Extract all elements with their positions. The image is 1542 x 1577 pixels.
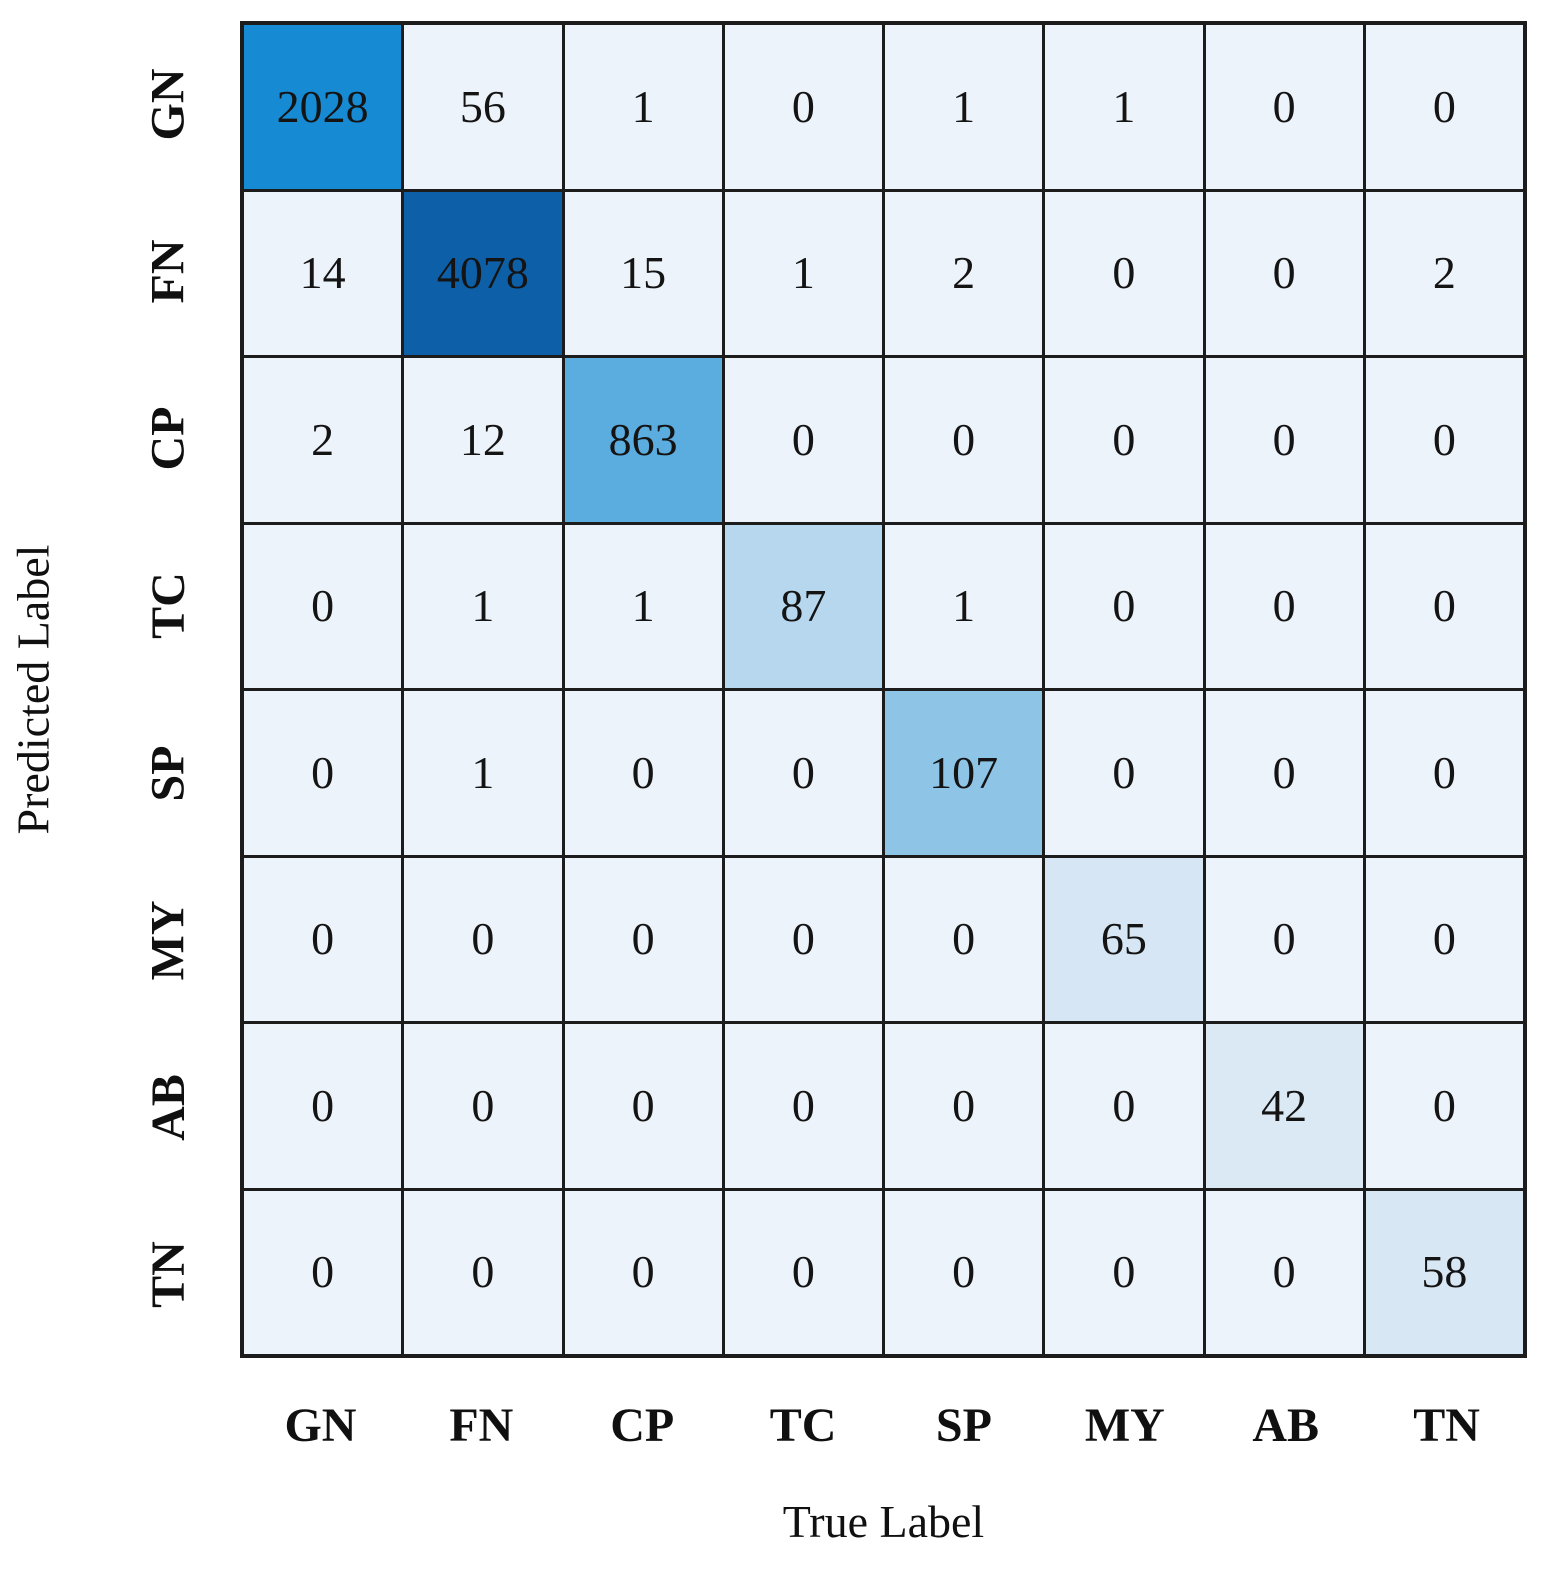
matrix-cell: 0 (1045, 524, 1203, 688)
matrix-cell: 0 (1365, 25, 1523, 189)
matrix-cell: 1 (404, 524, 562, 688)
matrix-cell: 2 (1365, 191, 1523, 355)
matrix-cell: 2028 (244, 25, 402, 189)
matrix-cell: 0 (564, 857, 722, 1021)
y-tick-slot: CP (118, 355, 218, 522)
x-tick-label: SP (935, 1398, 992, 1452)
matrix-cell: 1 (724, 191, 882, 355)
matrix-cell: 0 (885, 1190, 1043, 1354)
y-tick-label: GN (141, 68, 195, 141)
matrix-cell: 0 (1365, 524, 1523, 688)
matrix-cell: 1 (564, 25, 722, 189)
y-tick-slot: TN (118, 1191, 218, 1358)
x-tick-label: CP (610, 1398, 675, 1452)
matrix-cell: 1 (885, 524, 1043, 688)
y-tick-label: CP (141, 406, 195, 471)
matrix-cell: 65 (1045, 857, 1203, 1021)
matrix-cell: 0 (564, 1024, 722, 1188)
matrix-cell: 0 (885, 857, 1043, 1021)
matrix-cell: 0 (244, 1190, 402, 1354)
matrix-cell: 0 (404, 1024, 562, 1188)
matrix-cell: 2 (244, 358, 402, 522)
matrix-cell: 0 (724, 25, 882, 189)
x-tick-label: GN (284, 1398, 357, 1452)
y-tick-slot: TC (118, 522, 218, 689)
matrix-cell: 0 (404, 857, 562, 1021)
matrix-cell: 0 (1205, 691, 1363, 855)
matrix-cell: 0 (724, 358, 882, 522)
matrix-cell: 87 (724, 524, 882, 688)
matrix-cell: 4078 (404, 191, 562, 355)
x-tick-label: FN (449, 1398, 514, 1452)
matrix-cell: 0 (1205, 1190, 1363, 1354)
matrix-cell: 12 (404, 358, 562, 522)
matrix-cell: 0 (404, 1190, 562, 1354)
matrix-cell: 0 (724, 691, 882, 855)
matrix-cell: 0 (724, 1024, 882, 1188)
y-tick-slot: FN (118, 188, 218, 355)
matrix-cell: 0 (564, 1190, 722, 1354)
y-axis-title: Predicted Label (7, 544, 59, 835)
x-tick-label: TC (769, 1398, 837, 1452)
y-axis-tick-labels: GN FN CP TC SP MY AB TN (118, 21, 218, 1358)
matrix-cell: 1 (1045, 25, 1203, 189)
x-axis-tick-labels: GN FN CP TC SP MY AB TN (240, 1392, 1527, 1458)
matrix-cell: 2 (885, 191, 1043, 355)
matrix-cell: 0 (724, 857, 882, 1021)
y-tick-slot: MY (118, 857, 218, 1024)
matrix-cell: 0 (244, 857, 402, 1021)
matrix-cell: 0 (244, 1024, 402, 1188)
y-tick-label: MY (141, 900, 195, 981)
matrix-cell: 1 (404, 691, 562, 855)
matrix-cell: 107 (885, 691, 1043, 855)
x-tick-label: MY (1084, 1398, 1165, 1452)
matrix-cell: 0 (244, 524, 402, 688)
x-axis-title: True Label (782, 1496, 985, 1547)
matrix-cell: 0 (564, 691, 722, 855)
y-axis-title-wrap: Predicted Label (0, 21, 66, 1358)
y-tick-label: TC (141, 572, 195, 640)
matrix-cell: 0 (1205, 191, 1363, 355)
y-tick-slot: AB (118, 1024, 218, 1191)
matrix-cell: 14 (244, 191, 402, 355)
heatmap-grid: 2028 56 1 0 1 1 0 0 14 4078 15 1 2 0 0 2 2 12 863 0 0 0 0 0 0 1 1 8… (240, 21, 1527, 1358)
matrix-cell: 0 (1045, 191, 1203, 355)
matrix-cell: 0 (1365, 691, 1523, 855)
y-tick-label: SP (141, 745, 195, 802)
matrix-cell: 0 (885, 358, 1043, 522)
matrix-cell: 0 (1205, 358, 1363, 522)
matrix-cell: 1 (885, 25, 1043, 189)
matrix-cell: 863 (564, 358, 722, 522)
matrix-cell: 0 (1205, 524, 1363, 688)
matrix-cell: 42 (1205, 1024, 1363, 1188)
matrix-cell: 0 (1045, 358, 1203, 522)
matrix-cell: 1 (564, 524, 722, 688)
matrix-cell: 0 (1045, 1024, 1203, 1188)
y-tick-slot: GN (118, 21, 218, 188)
matrix-cell: 0 (885, 1024, 1043, 1188)
matrix-cell: 0 (244, 691, 402, 855)
matrix-cell: 0 (1365, 358, 1523, 522)
y-tick-label: TN (141, 1241, 195, 1308)
matrix-cell: 0 (1205, 857, 1363, 1021)
matrix-cell: 0 (1045, 1190, 1203, 1354)
y-tick-label: FN (141, 239, 195, 304)
matrix-cell: 15 (564, 191, 722, 355)
matrix-cell: 56 (404, 25, 562, 189)
y-tick-slot: SP (118, 690, 218, 857)
matrix-cell: 58 (1365, 1190, 1523, 1354)
matrix-cell: 0 (1045, 691, 1203, 855)
y-tick-label: AB (141, 1073, 195, 1141)
matrix-cell: 0 (724, 1190, 882, 1354)
matrix-cell: 0 (1365, 1024, 1523, 1188)
x-tick-label: TN (1413, 1398, 1480, 1452)
x-tick-label: AB (1252, 1398, 1320, 1452)
matrix-cell: 0 (1365, 857, 1523, 1021)
matrix-cell: 0 (1205, 25, 1363, 189)
